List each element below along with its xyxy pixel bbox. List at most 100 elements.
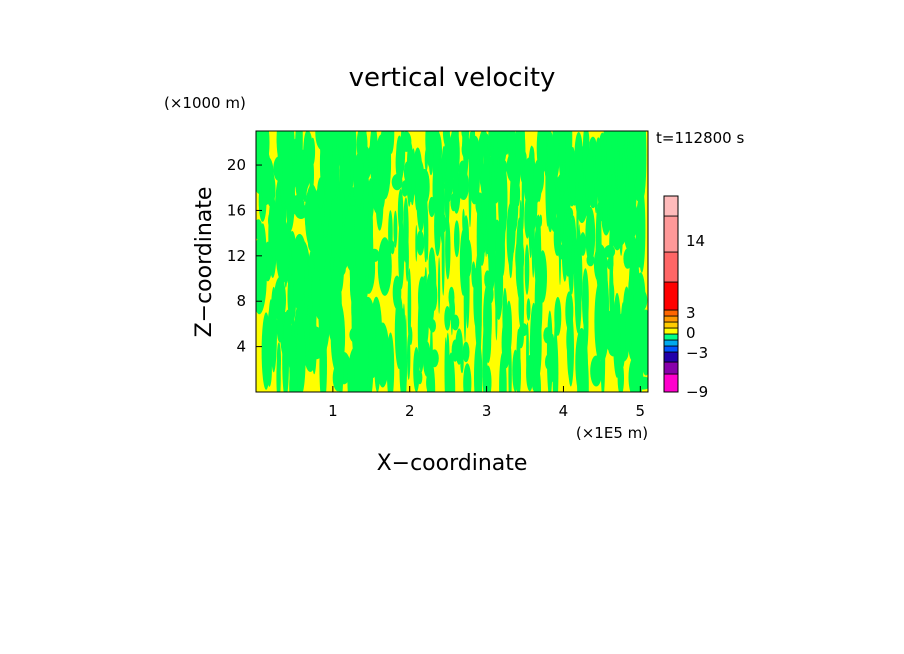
field-streak (432, 148, 439, 186)
field-streak (275, 218, 290, 283)
field-streak (352, 261, 358, 315)
field-streak (479, 163, 490, 191)
field-streak (506, 152, 518, 183)
colorbar-segment (663, 333, 679, 341)
field-streak (438, 257, 441, 314)
x-tick-label: 5 (636, 402, 646, 420)
y-tick-label: 20 (227, 156, 246, 174)
time-label: t=112800 s (656, 129, 744, 147)
field-streak (377, 137, 385, 182)
field-streak (590, 355, 603, 387)
field-streak (451, 314, 460, 331)
field-streak (377, 237, 392, 296)
field-streak (508, 219, 513, 279)
field-streak (557, 173, 569, 192)
field-streak (303, 154, 309, 193)
field-streak (535, 215, 541, 245)
field-streak (441, 146, 447, 185)
field-streak (498, 131, 507, 165)
field-streak (274, 276, 286, 323)
field-streak (566, 207, 574, 220)
field-streak (411, 148, 416, 195)
field-streak (483, 283, 492, 355)
field-streak (508, 342, 512, 392)
field-streak (463, 363, 472, 392)
field-streak (623, 248, 632, 269)
field-streak (372, 182, 381, 201)
field-streak (518, 281, 525, 329)
x-axis-ticks: 1 2 3 4 5 (328, 386, 645, 420)
field-streak (547, 132, 555, 185)
colorbar-labels: 14 3 0 −3 −9 (686, 232, 708, 401)
field-streak (330, 172, 337, 200)
field-streak (424, 149, 428, 171)
field-streak (402, 303, 406, 354)
colorbar-segment (663, 339, 679, 347)
field-streak (546, 310, 553, 392)
field-streak (390, 240, 395, 255)
colorbar-segment (663, 345, 679, 353)
field-streak (304, 131, 313, 157)
field-streak (317, 177, 325, 209)
field-streak (599, 271, 609, 336)
field-streak (582, 131, 587, 181)
field-streak (294, 203, 308, 219)
field-streak (396, 135, 403, 172)
field-streak (499, 370, 503, 392)
field-streak (524, 244, 530, 295)
field-streak (526, 322, 529, 383)
field-streak (554, 317, 558, 384)
field-streak (444, 131, 452, 183)
field-streak (579, 232, 587, 256)
colorbar-label: 0 (686, 324, 696, 342)
field-streak (409, 326, 413, 346)
field-streak (305, 184, 319, 250)
field-streak (260, 149, 272, 198)
field-streak (338, 324, 344, 392)
field-streak (451, 339, 459, 362)
field-streak (469, 158, 480, 205)
field-streak (585, 153, 594, 188)
colorbar-segment (663, 195, 679, 217)
field-streak (353, 153, 364, 206)
y-axis-ticks: 4 8 12 16 20 (227, 156, 262, 356)
field-streak (583, 291, 589, 353)
field-streak (280, 131, 290, 168)
field-streak (293, 162, 300, 184)
colorbar-segment (663, 373, 679, 393)
colorbar-segment (663, 321, 679, 329)
field-streak (589, 136, 597, 157)
field-streak (439, 214, 447, 233)
colorbar-label: −9 (686, 383, 708, 401)
field-streak (330, 266, 342, 344)
field-streak (428, 144, 434, 176)
field-streak (290, 245, 307, 283)
field-streak (416, 230, 425, 256)
field-streak (512, 349, 519, 392)
field-streak (462, 135, 471, 157)
field-streak (353, 323, 369, 392)
field-streak (565, 291, 574, 332)
x-axis-label: X−coordinate (377, 451, 528, 476)
field-streak (606, 257, 614, 270)
field-streak (415, 225, 418, 262)
colorbar-segment (663, 361, 679, 375)
field-streak (407, 268, 412, 343)
field-streak (534, 308, 542, 380)
field-streak (578, 253, 581, 275)
colorbar-segment (663, 309, 679, 317)
field-streak (548, 180, 556, 198)
field-streak (484, 365, 492, 392)
field-streak (287, 335, 296, 372)
field-streak (460, 351, 464, 374)
field-streak (354, 190, 365, 279)
field-streak (403, 197, 409, 263)
y-axis-label: Z−coordinate (192, 187, 217, 338)
plot-area (255, 130, 649, 393)
field-streak (398, 251, 406, 265)
field-streak (363, 158, 370, 176)
field-streak (495, 224, 503, 288)
field-streak (569, 146, 576, 203)
field-streak (473, 268, 478, 327)
